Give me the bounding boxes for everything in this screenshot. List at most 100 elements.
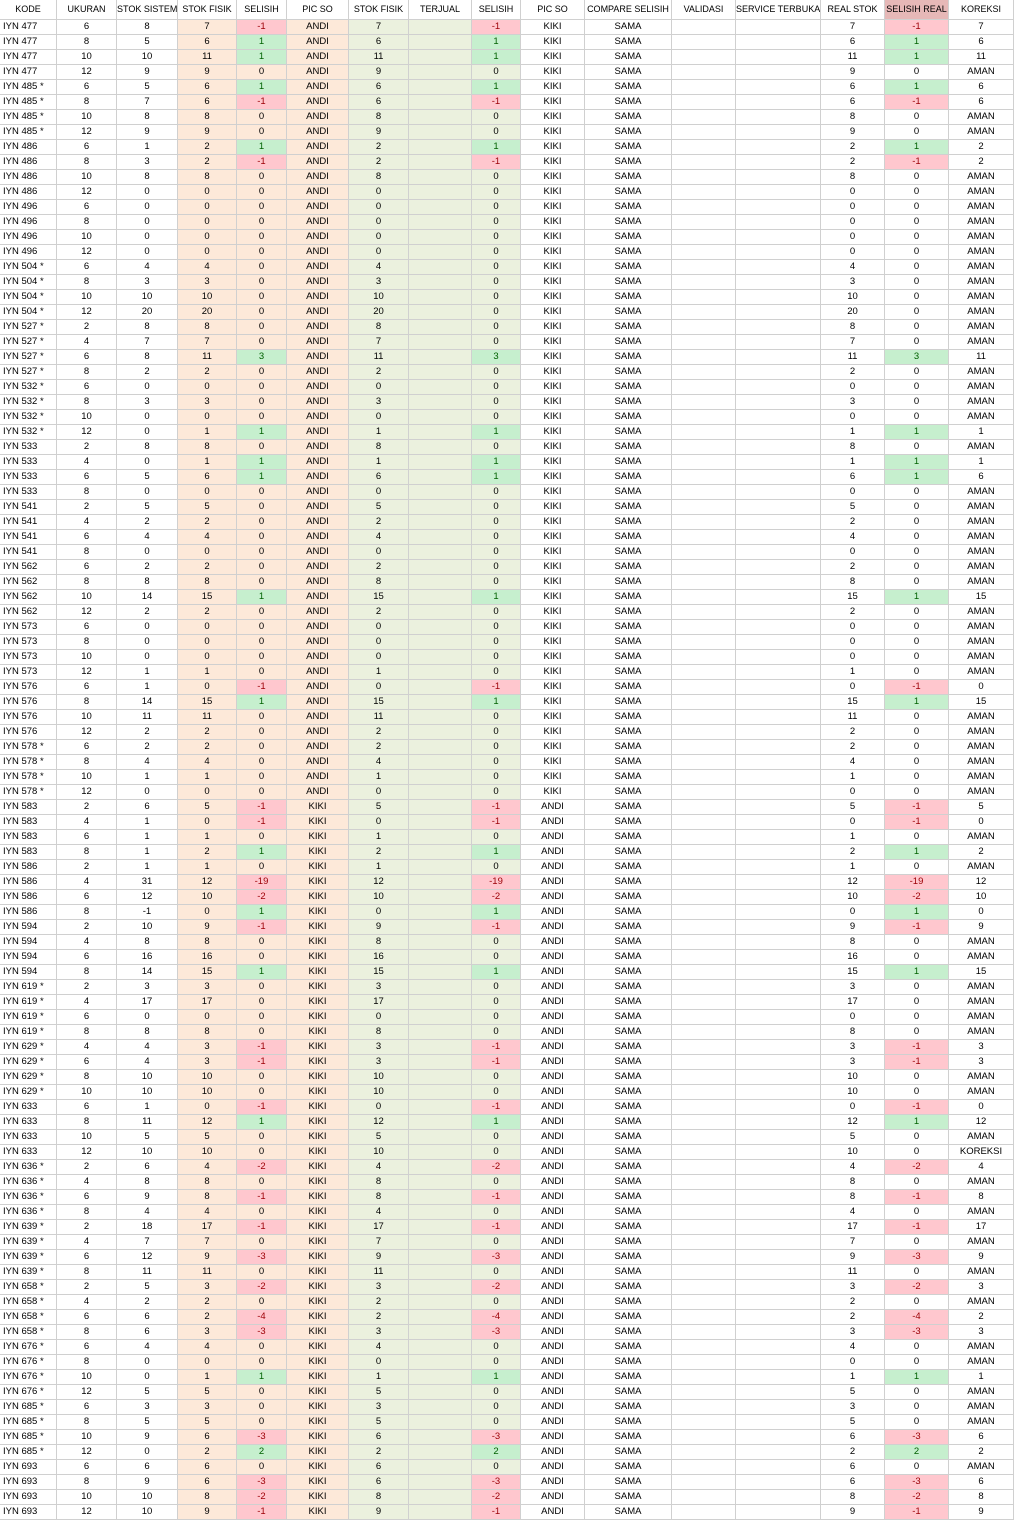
cell: KIKI [521, 515, 585, 530]
cell: ANDI [287, 545, 349, 560]
cell: 0 [885, 395, 949, 410]
cell: -1 [472, 155, 521, 170]
cell: 2 [472, 1445, 521, 1460]
cell: AMAN [949, 320, 1014, 335]
cell: KIKI [521, 200, 585, 215]
cell: 0 [885, 440, 949, 455]
empty-cell [409, 1175, 472, 1190]
cell: 12 [57, 125, 117, 140]
cell: 8 [117, 170, 178, 185]
cell: IYN 636 * [0, 1175, 57, 1190]
cell: 2 [117, 515, 178, 530]
cell: 1 [117, 815, 178, 830]
empty-cell [672, 815, 736, 830]
cell: 1 [885, 425, 949, 440]
cell: 0 [237, 290, 287, 305]
cell: SAMA [585, 635, 672, 650]
cell: 5 [117, 1385, 178, 1400]
cell: -3 [472, 1430, 521, 1445]
cell: SAMA [585, 20, 672, 35]
cell: 1 [237, 470, 287, 485]
cell: IYN 633 [0, 1130, 57, 1145]
cell: 6 [57, 1010, 117, 1025]
cell: IYN 496 [0, 230, 57, 245]
cell: 3 [117, 275, 178, 290]
empty-cell [672, 365, 736, 380]
cell: 8 [57, 845, 117, 860]
cell: KIKI [287, 845, 349, 860]
cell: 0 [178, 635, 237, 650]
cell: SAMA [585, 140, 672, 155]
cell: 1 [237, 695, 287, 710]
cell: 6 [949, 95, 1014, 110]
cell: SAMA [585, 1325, 672, 1340]
cell: 6 [117, 1310, 178, 1325]
cell: 10 [117, 1070, 178, 1085]
cell: 11 [949, 350, 1014, 365]
cell: 8 [117, 1025, 178, 1040]
cell: 10 [178, 1085, 237, 1100]
cell: 6 [821, 1475, 885, 1490]
cell: ANDI [287, 200, 349, 215]
cell: IYN 541 [0, 500, 57, 515]
cell: ANDI [287, 20, 349, 35]
cell: SAMA [585, 620, 672, 635]
cell: 0 [237, 1145, 287, 1160]
cell: 0 [472, 560, 521, 575]
cell: 0 [349, 200, 409, 215]
cell: -4 [237, 1310, 287, 1325]
empty-cell [736, 1295, 821, 1310]
cell: 9 [117, 1190, 178, 1205]
cell: 2 [949, 1310, 1014, 1325]
cell: 0 [349, 815, 409, 830]
cell: 6 [57, 1460, 117, 1475]
cell: SAMA [585, 1040, 672, 1055]
cell: ANDI [521, 1175, 585, 1190]
cell: -1 [885, 1100, 949, 1115]
cell: AMAN [949, 1070, 1014, 1085]
cell: 3 [821, 275, 885, 290]
cell: AMAN [949, 785, 1014, 800]
cell: KIKI [521, 725, 585, 740]
cell: 0 [885, 1355, 949, 1370]
cell: 2 [57, 500, 117, 515]
empty-cell [409, 335, 472, 350]
empty-cell [672, 785, 736, 800]
cell: 3 [117, 1400, 178, 1415]
cell: 4 [57, 1175, 117, 1190]
cell: 0 [237, 410, 287, 425]
cell: 4 [117, 1040, 178, 1055]
cell: KIKI [521, 35, 585, 50]
cell: ANDI [287, 245, 349, 260]
cell: 0 [349, 410, 409, 425]
cell: KIKI [521, 80, 585, 95]
cell: ANDI [287, 740, 349, 755]
cell: 0 [949, 1100, 1014, 1115]
cell: IYN 504 * [0, 290, 57, 305]
cell: 9 [117, 65, 178, 80]
cell: AMAN [949, 770, 1014, 785]
cell: 0 [885, 410, 949, 425]
cell: 4 [57, 995, 117, 1010]
empty-cell [736, 1385, 821, 1400]
cell: KIKI [287, 1145, 349, 1160]
cell: IYN 532 * [0, 425, 57, 440]
cell: ANDI [521, 1445, 585, 1460]
cell: 4 [349, 1160, 409, 1175]
cell: 6 [57, 470, 117, 485]
cell: 8 [57, 95, 117, 110]
cell: 9 [821, 65, 885, 80]
cell: 2 [949, 845, 1014, 860]
cell: KIKI [521, 350, 585, 365]
cell: 7 [349, 335, 409, 350]
empty-cell [672, 1175, 736, 1190]
empty-cell [409, 95, 472, 110]
cell: 0 [237, 245, 287, 260]
cell: 8 [821, 110, 885, 125]
cell: 20 [349, 305, 409, 320]
cell: AMAN [949, 1010, 1014, 1025]
cell: IYN 486 [0, 185, 57, 200]
column-header: COMPARE SELISIH [585, 0, 672, 20]
cell: 2 [885, 1445, 949, 1460]
cell: AMAN [949, 950, 1014, 965]
